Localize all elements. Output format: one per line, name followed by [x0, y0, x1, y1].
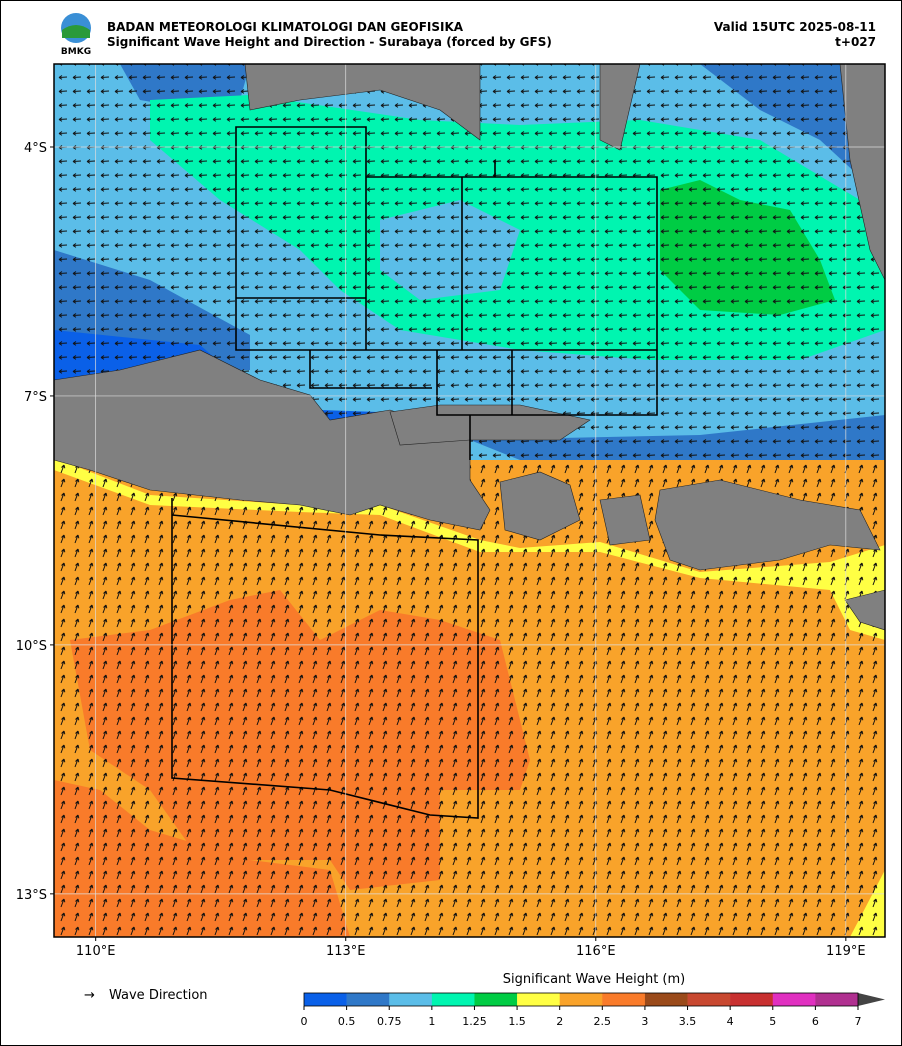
colorbar-tick-label: 1.5: [508, 1015, 526, 1028]
legend-arrow: →: [84, 988, 95, 1003]
colorbar-tick-label: 1: [428, 1015, 435, 1028]
y-tick-label: 13°S: [16, 888, 47, 903]
colorbar-tick-label: 2.5: [594, 1015, 612, 1028]
colorbar-bin: [730, 993, 774, 1006]
colorbar-tick-label: 0.5: [338, 1015, 356, 1028]
valid-time: Valid 15UTC 2025-08-11: [714, 20, 876, 34]
colorbar-bin: [602, 993, 646, 1006]
colorbar-bin: [431, 993, 475, 1006]
colorbar-bin: [517, 993, 560, 1006]
y-tick-label: 7°S: [24, 390, 47, 405]
colorbar-tick-label: 3.5: [679, 1015, 697, 1028]
colorbar-bin: [772, 993, 816, 1006]
colorbar-bin: [389, 993, 433, 1006]
colorbar-bin: [815, 993, 859, 1006]
colorbar-title: Significant Wave Height (m): [503, 972, 685, 987]
legend-label: Wave Direction: [109, 988, 208, 1003]
colorbar-tick-label: 5: [769, 1015, 776, 1028]
colorbar-bin: [687, 993, 731, 1006]
y-tick-label: 10°S: [16, 639, 47, 654]
title: BADAN METEOROLOGI KLIMATOLOGI DAN GEOFIS…: [107, 20, 464, 34]
colorbar-tick-label: 6: [812, 1015, 819, 1028]
colorbar-bin: [559, 993, 603, 1006]
colorbar-tick-label: 1.25: [462, 1015, 487, 1028]
colorbar-tick-label: 0: [301, 1015, 308, 1028]
colorbar-extend: [858, 993, 885, 1006]
x-tick-label: 116°E: [576, 944, 616, 959]
map: [54, 64, 885, 937]
x-tick-label: 119°E: [826, 944, 866, 959]
logo: BMKG: [61, 13, 91, 57]
colorbar-bin: [644, 993, 688, 1006]
x-tick-label: 113°E: [326, 944, 366, 959]
subtitle: Significant Wave Height and Direction - …: [107, 35, 552, 49]
colorbar-tick-label: 2: [556, 1015, 563, 1028]
colorbar-bin: [304, 993, 347, 1006]
lead-time: t+027: [835, 35, 876, 49]
colorbar-tick-label: 0.75: [377, 1015, 402, 1028]
logo-text: BMKG: [61, 47, 91, 57]
colorbar-tick-label: 3: [641, 1015, 648, 1028]
map-frame: [53, 63, 886, 938]
colorbar-tick-label: 7: [855, 1015, 862, 1028]
x-tick-label: 110°E: [76, 944, 116, 959]
y-tick-label: 4°S: [24, 141, 47, 156]
colorbar-bin: [474, 993, 518, 1006]
colorbar-bin: [346, 993, 390, 1006]
colorbar-tick-label: 4: [727, 1015, 734, 1028]
colorbar-frame: [303, 992, 859, 1007]
